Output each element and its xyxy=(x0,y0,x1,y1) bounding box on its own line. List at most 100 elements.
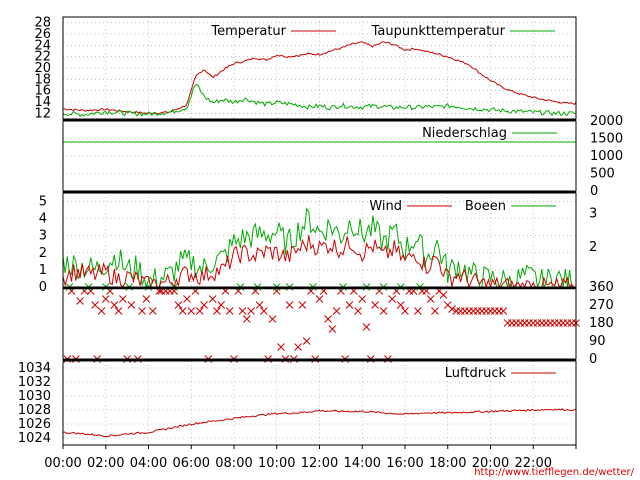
dir-point-0-19 xyxy=(148,307,157,315)
dir-point-0-15 xyxy=(127,301,136,309)
temp-series-1 xyxy=(62,83,577,118)
dir-point-0-68 xyxy=(358,295,367,303)
dir-ytick-270: 270 xyxy=(589,298,614,313)
dir-point-0-12 xyxy=(114,307,123,315)
x-tick-14:00: 14:00 xyxy=(344,456,381,471)
precip-ytick-500: 500 xyxy=(590,167,615,182)
dir-point-0-101 xyxy=(499,307,508,315)
wind-ytick-3: 3 xyxy=(39,229,47,244)
x-tick-06:00: 06:00 xyxy=(173,456,210,471)
dir-point-0-69 xyxy=(362,323,371,331)
legend-wind-label: Wind xyxy=(369,199,402,214)
dir-point-0-17 xyxy=(138,307,146,315)
press-ytick-1032: 1032 xyxy=(18,375,51,390)
temp-ytick-28: 28 xyxy=(34,16,51,31)
dir-point-0-87 xyxy=(439,291,448,299)
wind-ytick-0: 0 xyxy=(39,280,47,295)
precip-ytick-1500: 1500 xyxy=(590,132,623,147)
dir-point-0-28 xyxy=(187,307,196,315)
dir-point-0-9 xyxy=(101,295,110,303)
press-series-0 xyxy=(62,408,577,438)
wind-series-1 xyxy=(62,207,576,289)
dir-point-0-26 xyxy=(178,307,187,315)
dir-point-0-81 xyxy=(413,307,422,315)
dir-point-0-47 xyxy=(268,315,277,323)
temp-ytick-12: 12 xyxy=(34,106,51,121)
dir-point-0-67 xyxy=(354,307,362,315)
x-tick-08:00: 08:00 xyxy=(215,456,252,471)
temp-ytick-14: 14 xyxy=(34,95,51,110)
wind-ytick-4: 4 xyxy=(39,212,47,227)
dir-point-0-75 xyxy=(388,295,397,303)
dir-point-0-37 xyxy=(225,307,234,315)
dir-point-0-30 xyxy=(195,307,204,315)
dir-point-0-61 xyxy=(328,325,337,333)
dir-point-0-18 xyxy=(142,295,151,303)
temp-ytick-24: 24 xyxy=(34,38,51,53)
dir-point-0-3 xyxy=(76,297,84,305)
dir-point-0-41 xyxy=(242,315,251,323)
dir-point-0-71 xyxy=(371,301,379,309)
precip-ytick-0: 0 xyxy=(590,184,598,199)
dir-point-0-13 xyxy=(118,295,127,303)
press-ytick-1028: 1028 xyxy=(18,403,51,418)
dir-point-0-40 xyxy=(238,307,247,315)
dir-point-0-65 xyxy=(345,301,354,309)
press-ytick-1024: 1024 xyxy=(18,431,51,446)
press-ytick-1034: 1034 xyxy=(18,361,51,376)
dir-point-0-78 xyxy=(401,307,409,315)
dir-ytick-360: 360 xyxy=(589,280,614,295)
dir-point-0-84 xyxy=(426,295,435,303)
dir-point-0-11 xyxy=(110,301,119,309)
dir-point-0-51 xyxy=(285,301,294,309)
dir-point-0-54 xyxy=(298,301,307,309)
x-tick-16:00: 16:00 xyxy=(386,456,423,471)
dir-point-0-6 xyxy=(91,301,99,309)
x-tick-20:00: 20:00 xyxy=(472,456,509,471)
legend-boeen-label: Boeen xyxy=(465,199,506,214)
dir-ytick-180: 180 xyxy=(589,316,614,331)
dir-point-0-25 xyxy=(174,301,183,309)
temp-ytick-16: 16 xyxy=(34,84,51,99)
dir-point-0-45 xyxy=(260,307,268,315)
press-ytick-1026: 1026 xyxy=(18,417,51,432)
legend-taupunkt-label: Taupunkttemperatur xyxy=(371,24,506,39)
credit-url: http://www.tiefflegen.de/wetter/ xyxy=(474,467,634,478)
dir-ytick-0: 0 xyxy=(589,352,597,367)
dir-point-0-44 xyxy=(255,301,264,309)
dir-point-0-33 xyxy=(208,295,217,303)
dir-point-0-58 xyxy=(315,295,324,303)
x-tick-04:00: 04:00 xyxy=(130,456,167,471)
dir-point-0-73 xyxy=(379,307,388,315)
dir-point-0-34 xyxy=(213,307,221,315)
dir-point-0-31 xyxy=(200,301,208,309)
dir-point-0-55 xyxy=(302,337,311,345)
dir-point-0-42 xyxy=(247,307,255,315)
wind-ytick-5: 5 xyxy=(39,195,47,210)
dir-point-0-89 xyxy=(448,305,456,313)
dir-point-0-53 xyxy=(294,343,302,351)
wind_direction-frame xyxy=(62,286,577,360)
precip-ytick-2000: 2000 xyxy=(590,114,623,129)
x-tick-12:00: 12:00 xyxy=(301,456,338,471)
legend-niederschlag-label: Niederschlag xyxy=(422,126,507,141)
precip-ytick-1000: 1000 xyxy=(590,149,623,164)
dir-point-0-77 xyxy=(396,301,405,309)
wind-ytick-right-3: 3 xyxy=(589,207,597,222)
x-tick-22:00: 22:00 xyxy=(515,456,552,471)
legend-luftdruck-label: Luftdruck xyxy=(445,366,507,381)
wind-ytick-1: 1 xyxy=(39,263,47,278)
dir-point-0-60 xyxy=(324,315,332,323)
x-tick-02:00: 02:00 xyxy=(87,456,124,471)
dir-point-0-49 xyxy=(277,343,285,351)
x-tick-18:00: 18:00 xyxy=(429,456,466,471)
press-ytick-1030: 1030 xyxy=(18,389,51,404)
dir-ytick-90: 90 xyxy=(589,334,606,349)
x-tick-10:00: 10:00 xyxy=(258,456,295,471)
temp-ytick-26: 26 xyxy=(34,27,51,42)
temp-ytick-18: 18 xyxy=(34,72,51,87)
wind-ytick-2: 2 xyxy=(39,246,47,261)
dir-point-0-8 xyxy=(97,307,106,315)
